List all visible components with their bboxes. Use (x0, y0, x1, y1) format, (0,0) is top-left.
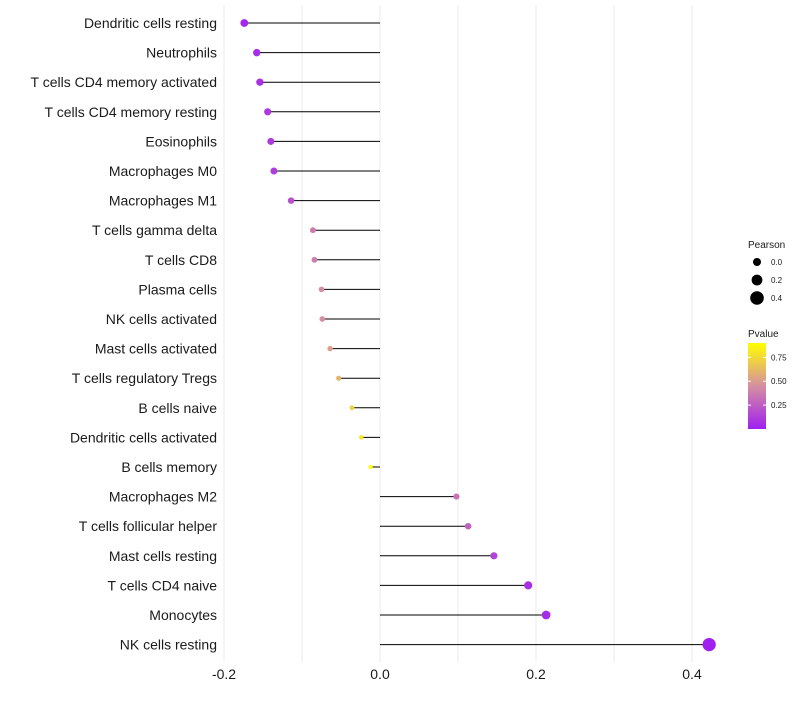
category-label: T cells CD8 (145, 252, 217, 268)
category-label: B cells naive (138, 400, 217, 416)
category-label: Monocytes (149, 607, 217, 623)
category-label: Eosinophils (145, 133, 217, 149)
legend-color-label: 0.75 (771, 353, 787, 362)
category-label: T cells gamma delta (92, 222, 217, 238)
lollipop-point (267, 137, 275, 145)
lollipop-point (253, 48, 261, 57)
category-label: Dendritic cells resting (84, 15, 217, 31)
legend-size-dot (753, 258, 761, 266)
lollipop-point (327, 345, 333, 352)
legend-color-label: 0.25 (771, 401, 787, 410)
point-layer (240, 19, 716, 652)
lollipop-point (311, 256, 318, 263)
x-tick-label: 0.4 (682, 666, 702, 682)
legend-size-dot (751, 274, 763, 286)
lollipop-point (368, 464, 373, 470)
lollipop-point (453, 493, 460, 500)
lollipop-point (256, 78, 264, 86)
lollipop-point (240, 19, 249, 27)
category-label: Neutrophils (146, 45, 217, 61)
legend-color-bar (748, 343, 766, 429)
legend-color-label: 0.50 (771, 377, 787, 386)
lollipop-point (349, 405, 355, 411)
lollipop-point (336, 375, 342, 381)
category-label: Plasma cells (138, 281, 217, 297)
lollipop-point (524, 581, 533, 590)
lollipop-point (490, 552, 498, 560)
legend-size-label: 0.2 (771, 276, 783, 285)
lollipop-point (318, 286, 325, 293)
category-label: T cells CD4 naive (108, 577, 218, 593)
x-tick-label: 0.2 (526, 666, 546, 682)
lollipop-point (264, 108, 272, 116)
legend-size-dot (750, 291, 764, 305)
legend-pearson: Pearson 0.0 0.2 0.4 (748, 240, 785, 305)
lollipop-point (541, 610, 551, 620)
lollipop-point (702, 637, 716, 652)
legend-pvalue-title: Pvalue (748, 329, 779, 340)
category-label: Mast cells activated (95, 341, 217, 357)
category-label: NK cells activated (106, 311, 217, 327)
category-label: T cells regulatory Tregs (72, 370, 217, 386)
lollipop-point (287, 197, 295, 204)
lollipop-point (270, 167, 278, 175)
category-label: Macrophages M0 (109, 163, 217, 179)
stem-layer (244, 22, 710, 646)
lollipop-point (359, 435, 364, 440)
category-label: Macrophages M1 (109, 193, 217, 209)
category-label: NK cells resting (120, 637, 217, 653)
legend-pearson-title: Pearson (748, 240, 785, 251)
legend-size-label: 0.0 (771, 258, 783, 267)
x-tick-label: 0.0 (370, 666, 390, 682)
category-label: Mast cells resting (109, 548, 217, 564)
lollipop-point (464, 522, 472, 530)
category-label: T cells CD4 memory resting (45, 104, 217, 120)
category-labels: Dendritic cells resting Neutrophils T cell… (31, 15, 218, 653)
legend-pvalue: Pvalue 0.75 0.50 0.25 (748, 329, 787, 429)
lollipop-point (309, 227, 316, 234)
category-label: Dendritic cells activated (70, 429, 217, 445)
category-label: T cells CD4 memory activated (31, 74, 217, 90)
legend-size-label: 0.4 (771, 294, 783, 303)
x-axis-ticks: -0.2 0.0 0.2 0.4 (212, 666, 702, 682)
category-label: B cells memory (121, 459, 217, 475)
category-label: Macrophages M2 (109, 489, 217, 505)
x-tick-label: -0.2 (212, 666, 236, 682)
lollipop-point (319, 316, 326, 322)
grid-layer (223, 5, 693, 662)
category-label: T cells follicular helper (79, 518, 218, 534)
